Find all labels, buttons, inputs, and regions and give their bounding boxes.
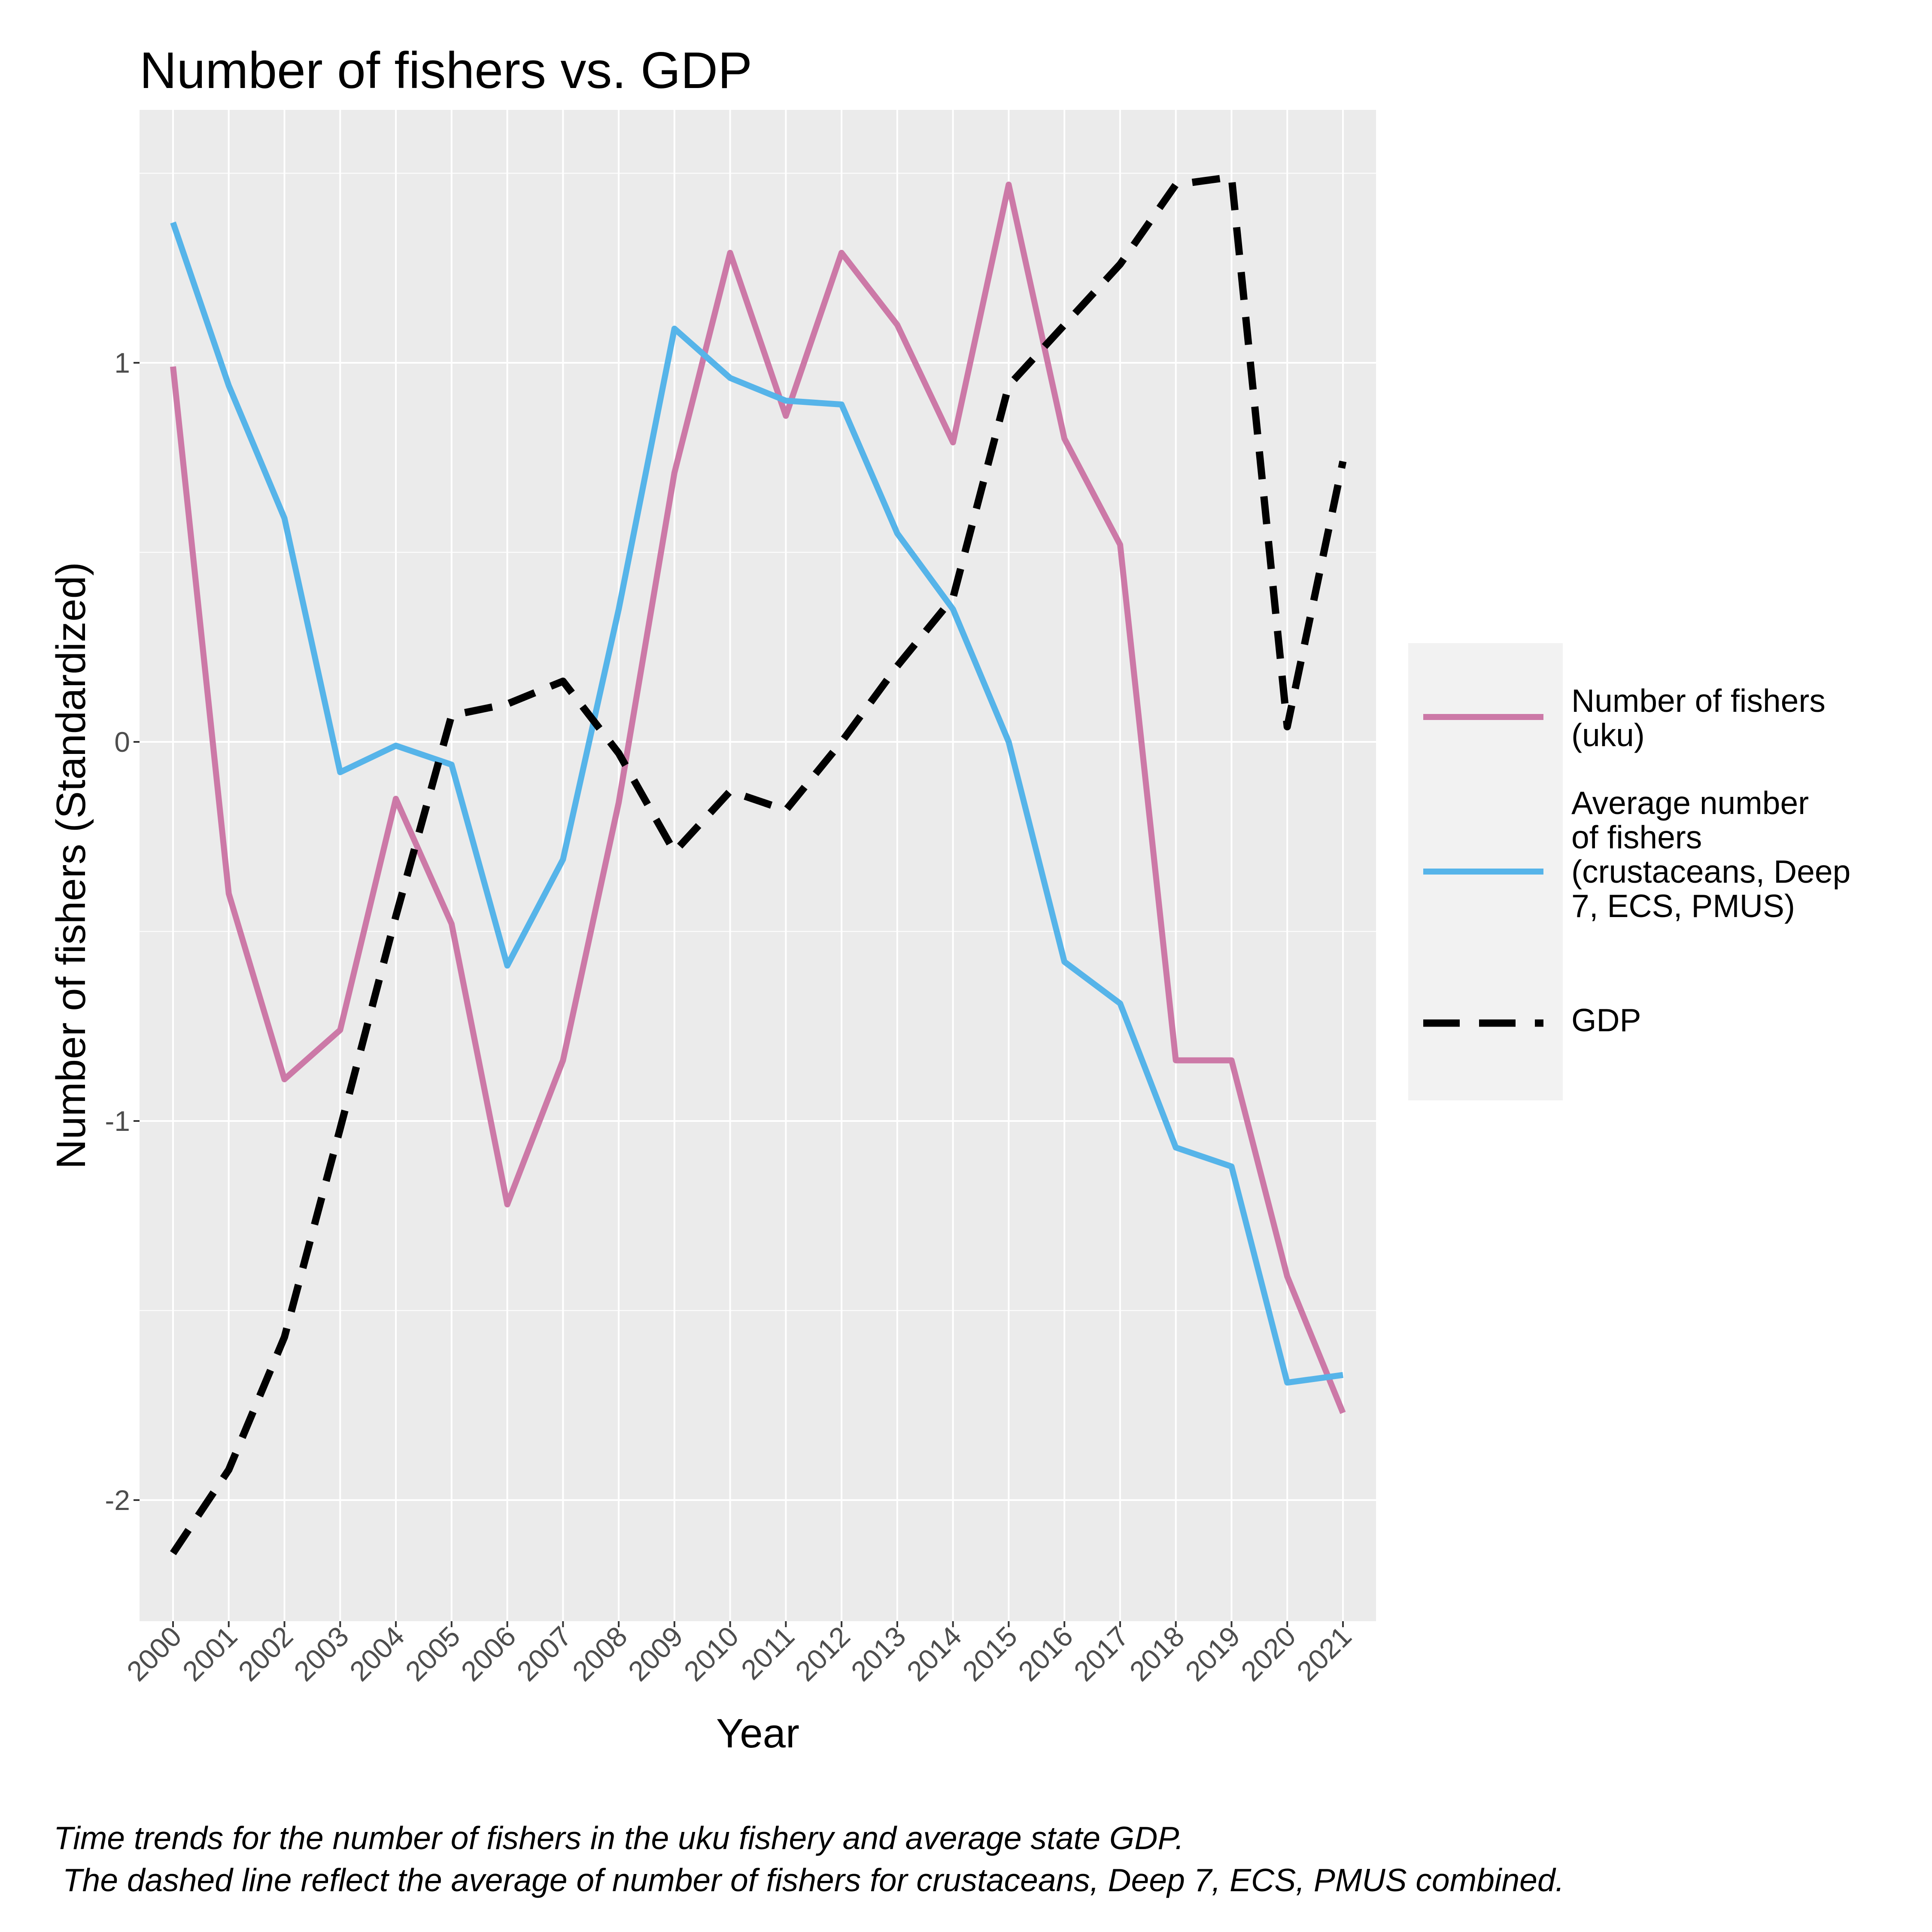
- x-tick-label: 2020: [1235, 1620, 1302, 1687]
- series-layer: [170, 173, 1347, 1555]
- x-tick-label: 2013: [845, 1620, 912, 1687]
- grid-minor: [140, 173, 1376, 1311]
- x-tick-label: 2018: [1123, 1620, 1190, 1687]
- x-tick-label: 2007: [510, 1620, 577, 1687]
- plot-panel: [140, 110, 1376, 1621]
- x-tick-label: 2012: [789, 1620, 856, 1687]
- x-tick-label: 2011: [735, 1620, 801, 1686]
- y-axis: -2 -1 0 1: [105, 347, 140, 1516]
- legend-label: Average number: [1571, 785, 1809, 821]
- y-tick-label: 1: [114, 347, 130, 379]
- y-tick-label: 0: [114, 726, 130, 758]
- x-tick-label: 2006: [455, 1620, 522, 1687]
- y-axis-title: Number of fishers (Standardized): [48, 562, 94, 1169]
- x-tick-label: 2014: [900, 1620, 967, 1687]
- x-tick-label: 2019: [1179, 1620, 1246, 1687]
- y-tick-label: -1: [105, 1105, 130, 1137]
- series-line: [170, 222, 1343, 1386]
- x-tick-label: 2009: [622, 1620, 689, 1687]
- y-tick-label: -2: [105, 1484, 130, 1516]
- x-axis-title: Year: [716, 1710, 799, 1756]
- x-tick-label: 2015: [956, 1620, 1023, 1687]
- legend-label: 7, ECS, PMUS): [1571, 888, 1795, 924]
- x-tick-label: 2021: [1291, 1620, 1358, 1687]
- caption-line-2: The dashed line reflect the average of n…: [54, 1862, 1564, 1898]
- chart-title: Number of fishers vs. GDP: [140, 42, 752, 99]
- x-axis: 2000200120022003200420052006200720082009…: [121, 1620, 1358, 1687]
- legend-label: of fishers: [1571, 819, 1702, 855]
- x-tick-label: 2001: [176, 1620, 243, 1687]
- series-line: [170, 182, 1346, 1414]
- caption-line-1: Time trends for the number of fishers in…: [54, 1820, 1184, 1856]
- x-tick-label: 2005: [399, 1620, 466, 1687]
- legend-label: Number of fishers: [1571, 683, 1826, 719]
- legend-label: (uku): [1571, 717, 1645, 753]
- x-tick-label: 2017: [1068, 1620, 1135, 1687]
- x-tick-label: 2008: [566, 1620, 633, 1687]
- x-tick-label: 2016: [1012, 1620, 1079, 1687]
- series-line-dashed: [170, 173, 1347, 1555]
- x-tick-label: 2000: [121, 1620, 188, 1687]
- legend-label: GDP: [1571, 1002, 1641, 1038]
- x-tick-label: 2004: [343, 1620, 410, 1687]
- x-tick-label: 2010: [677, 1620, 744, 1687]
- x-tick-label: 2003: [288, 1620, 355, 1687]
- legend-label: (crustaceans, Deep: [1571, 854, 1850, 890]
- x-tick-label: 2002: [232, 1620, 299, 1687]
